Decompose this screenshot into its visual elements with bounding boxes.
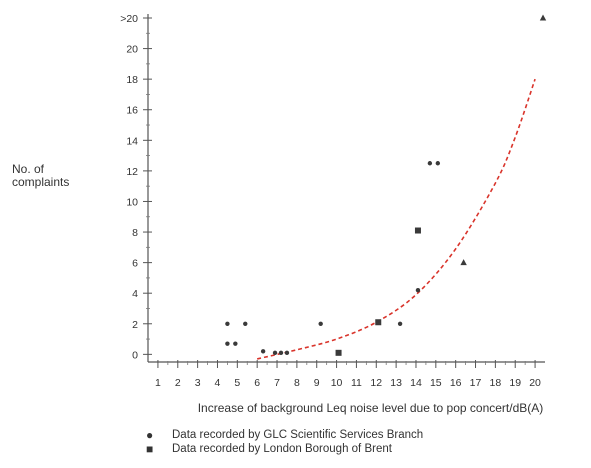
y-tick-label: 8 — [132, 227, 138, 239]
trend-curve — [257, 79, 535, 359]
legend-label-glc: Data recorded by GLC Scientific Services… — [172, 429, 423, 441]
y-tick-label: 16 — [126, 105, 138, 117]
x-tick-label: 10 — [331, 377, 343, 389]
y-tick-label: 12 — [126, 166, 138, 178]
x-tick-label: 16 — [450, 377, 462, 389]
y-tick-label: 20 — [126, 44, 138, 56]
x-tick-label: 3 — [195, 377, 201, 389]
y-tick-label: 18 — [126, 74, 138, 86]
data-point-circle — [273, 351, 277, 355]
data-point-triangle — [540, 15, 546, 21]
y-tick-label: >20 — [120, 13, 138, 25]
data-point-square — [375, 319, 381, 325]
data-point-circle — [225, 341, 229, 345]
data-point-circle — [225, 322, 229, 326]
x-tick-label: 6 — [254, 377, 260, 389]
data-point-circle — [285, 351, 289, 355]
data-point-circle — [428, 161, 432, 165]
x-axis-label: Increase of background Leq noise level d… — [0, 401, 591, 415]
legend-item-brent: ■ Data recorded by London Borough of Bre… — [140, 442, 423, 456]
x-tick-label: 20 — [529, 377, 541, 389]
x-tick-label: 2 — [175, 377, 181, 389]
data-point-square — [415, 228, 421, 234]
x-tick-label: 18 — [490, 377, 502, 389]
x-tick-label: 8 — [294, 377, 300, 389]
x-tick-label: 12 — [370, 377, 382, 389]
data-point-circle — [233, 341, 237, 345]
x-tick-label: 4 — [215, 377, 221, 389]
x-tick-label: 15 — [430, 377, 442, 389]
x-tick-label: 13 — [390, 377, 402, 389]
data-point-circle — [416, 288, 420, 292]
data-point-circle — [243, 322, 247, 326]
y-axis-label: No. of complaints — [12, 163, 102, 189]
x-tick-label: 19 — [509, 377, 521, 389]
x-tick-label: 5 — [234, 377, 240, 389]
legend-label-brent: Data recorded by London Borough of Brent — [172, 443, 392, 455]
data-point-circle — [436, 161, 440, 165]
data-point-circle — [318, 322, 322, 326]
data-point-circle — [279, 351, 283, 355]
x-tick-label: 17 — [470, 377, 482, 389]
data-point-circle — [398, 322, 402, 326]
y-tick-label: 10 — [126, 196, 138, 208]
data-point-circle — [261, 349, 265, 353]
data-point-triangle — [460, 259, 466, 265]
y-tick-label: 6 — [132, 258, 138, 270]
legend-marker-square: ■ — [140, 442, 172, 456]
x-tick-label: 11 — [351, 377, 362, 389]
y-tick-label: 14 — [126, 135, 138, 147]
y-tick-label: 4 — [132, 288, 138, 300]
y-tick-label: 2 — [132, 319, 138, 331]
legend-marker-circle: ● — [140, 428, 172, 442]
legend: ● Data recorded by GLC Scientific Servic… — [140, 428, 423, 456]
legend-item-glc: ● Data recorded by GLC Scientific Servic… — [140, 428, 423, 442]
y-tick-label: 0 — [132, 349, 138, 361]
x-tick-label: 9 — [314, 377, 320, 389]
x-tick-label: 7 — [274, 377, 280, 389]
data-point-square — [336, 350, 342, 356]
x-tick-label: 14 — [410, 377, 422, 389]
x-tick-label: 1 — [155, 377, 161, 389]
